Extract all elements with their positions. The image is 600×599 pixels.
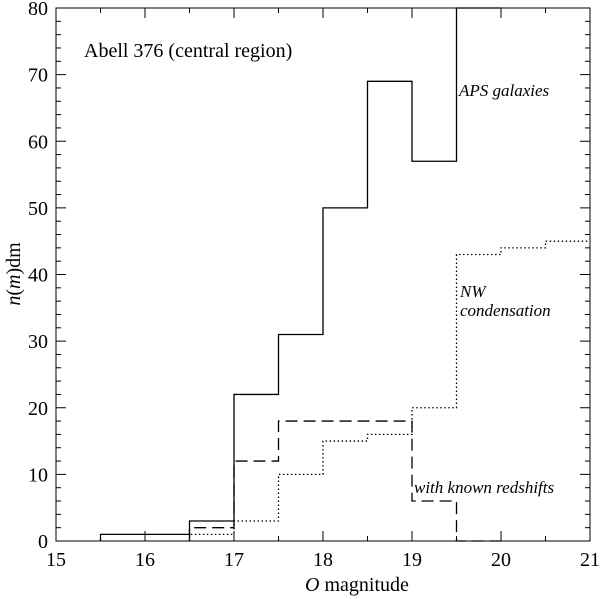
y-tick-label: 20 xyxy=(28,398,48,420)
chart-title: Abell 376 (central region) xyxy=(84,40,292,62)
y-tick-label: 50 xyxy=(28,198,48,220)
series-group xyxy=(99,7,590,542)
series-with-known-redshifts xyxy=(188,420,501,542)
x-tick-label: 17 xyxy=(224,549,244,571)
x-tick-label: 21 xyxy=(580,549,600,571)
y-tick-label: 80 xyxy=(28,0,48,20)
x-tick-label: 19 xyxy=(402,549,422,571)
y-tick-label: 40 xyxy=(28,265,48,287)
y-tick-label: 0 xyxy=(38,531,48,553)
x-tick-label: 16 xyxy=(135,549,155,571)
y-axis-label: n(m)dm xyxy=(3,242,25,306)
annotation-known-redshifts: with known redshifts xyxy=(414,478,554,497)
y-tick-label: 60 xyxy=(28,131,48,153)
x-tick-label: 15 xyxy=(46,549,66,571)
series-aps-galaxies xyxy=(99,7,501,541)
x-tick-label: 20 xyxy=(491,549,511,571)
x-axis-label: O magnitude xyxy=(305,574,409,596)
y-tick-label: 30 xyxy=(28,331,48,353)
y-tick-label: 70 xyxy=(28,65,48,87)
annotation-nw: NW xyxy=(459,282,487,301)
x-tick-label: 18 xyxy=(313,549,333,571)
y-tick-label: 10 xyxy=(28,464,48,486)
x-tick-labels: 15 16 17 18 19 20 21 xyxy=(46,549,600,571)
y-tick-labels: 0 10 20 30 40 50 60 70 80 xyxy=(28,0,48,553)
annotation-aps-galaxies: APS galaxies xyxy=(458,81,550,100)
tick-marks xyxy=(55,7,591,542)
annotation-condensation: condensation xyxy=(460,301,551,320)
